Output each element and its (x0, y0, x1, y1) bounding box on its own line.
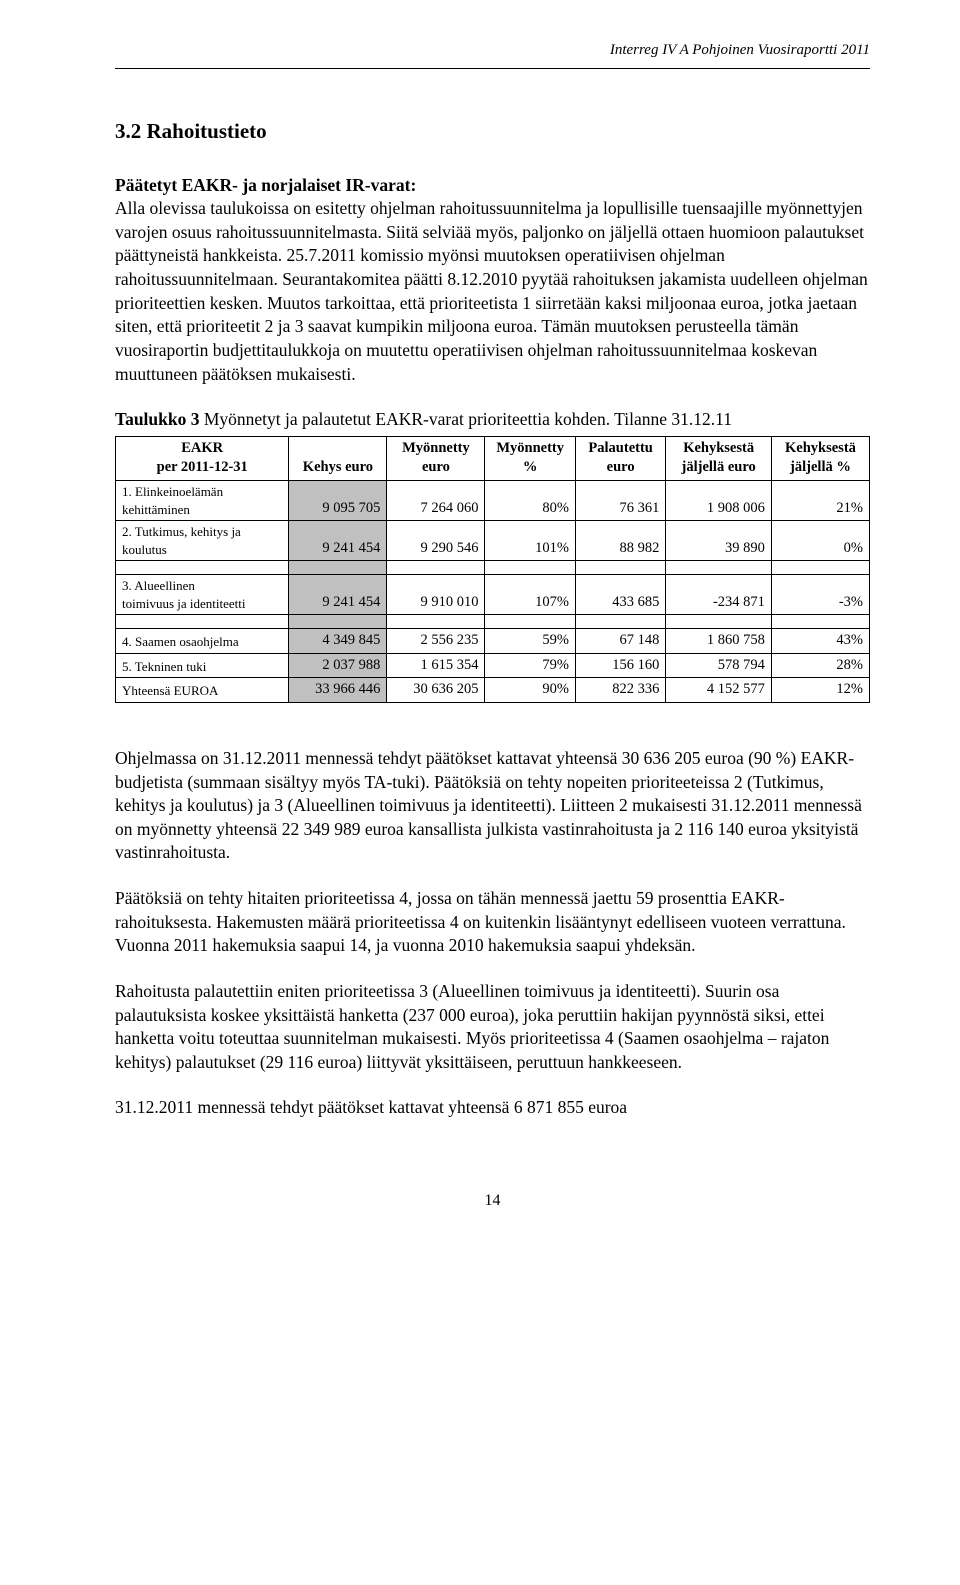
cell: 28% (771, 653, 869, 678)
cell: 90% (485, 678, 575, 703)
cell: 101% (485, 521, 575, 561)
cell: 2 037 988 (289, 653, 387, 678)
cell: 9 241 454 (289, 575, 387, 615)
th-jaljella-pct: Kehyksestäjäljellä % (771, 436, 869, 480)
cell: 21% (771, 480, 869, 520)
cell: 1 908 006 (666, 480, 772, 520)
para3: Päätöksiä on tehty hitaiten prioriteetis… (115, 887, 870, 958)
table-row: 5. Tekninen tuki 2 037 988 1 615 354 79%… (116, 653, 870, 678)
table-header-row: EAKRper 2011-12-31 Kehys euro Myönnettye… (116, 436, 870, 480)
cell: 39 890 (666, 521, 772, 561)
cell: 433 685 (575, 575, 665, 615)
cell: 9 241 454 (289, 521, 387, 561)
cell: 822 336 (575, 678, 665, 703)
table3-body: 1. Elinkeinoelämänkehittäminen 9 095 705… (116, 480, 870, 702)
cell: 4 152 577 (666, 678, 772, 703)
cell: 7 264 060 (387, 480, 485, 520)
cell: 9 290 546 (387, 521, 485, 561)
row-label: 3. Alueellinentoimivuus ja identiteetti (116, 575, 289, 615)
cell: -234 871 (666, 575, 772, 615)
lead-bold: Päätetyt EAKR- ja norjalaiset IR-varat: (115, 175, 416, 195)
cell: 88 982 (575, 521, 665, 561)
cell: 4 349 845 (289, 629, 387, 654)
th-myonnetty-euro: Myönnettyeuro (387, 436, 485, 480)
row-label: 2. Tutkimus, kehitys jakoulutus (116, 521, 289, 561)
th-palautettu: Palautettueuro (575, 436, 665, 480)
table3-caption-rest: Myönnetyt ja palautetut EAKR-varat prior… (199, 409, 732, 429)
cell: 30 636 205 (387, 678, 485, 703)
cell: 33 966 446 (289, 678, 387, 703)
spacer-row (116, 615, 870, 629)
running-header: Interreg IV A Pohjoinen Vuosiraportti 20… (115, 40, 870, 60)
cell: 9 910 010 (387, 575, 485, 615)
cell: -3% (771, 575, 869, 615)
table3-caption: Taulukko 3 Myönnetyt ja palautetut EAKR-… (115, 408, 870, 432)
cell: 79% (485, 653, 575, 678)
cell: 80% (485, 480, 575, 520)
cell: 156 160 (575, 653, 665, 678)
intro-paragraph: Päätetyt EAKR- ja norjalaiset IR-varat: … (115, 174, 870, 387)
cell: 76 361 (575, 480, 665, 520)
th-jaljella-euro: Kehyksestäjäljellä euro (666, 436, 772, 480)
row-label: Yhteensä EUROA (116, 678, 289, 703)
para4: Rahoitusta palautettiin eniten prioritee… (115, 980, 870, 1075)
cell: 9 095 705 (289, 480, 387, 520)
cell: 43% (771, 629, 869, 654)
cell: 59% (485, 629, 575, 654)
table-row: 2. Tutkimus, kehitys jakoulutus 9 241 45… (116, 521, 870, 561)
cell: 1 860 758 (666, 629, 772, 654)
cell: 12% (771, 678, 869, 703)
table-row: 4. Saamen osaohjelma 4 349 845 2 556 235… (116, 629, 870, 654)
table-row: 1. Elinkeinoelämänkehittäminen 9 095 705… (116, 480, 870, 520)
row-label: 4. Saamen osaohjelma (116, 629, 289, 654)
table-row: 3. Alueellinentoimivuus ja identiteetti … (116, 575, 870, 615)
para5: 31.12.2011 mennessä tehdyt päätökset kat… (115, 1096, 870, 1120)
spacer-row (116, 561, 870, 575)
cell: 2 556 235 (387, 629, 485, 654)
cell: 0% (771, 521, 869, 561)
page-number: 14 (115, 1190, 870, 1212)
row-label: 1. Elinkeinoelämänkehittäminen (116, 480, 289, 520)
th-kehys: Kehys euro (289, 436, 387, 480)
table3-caption-bold: Taulukko 3 (115, 409, 199, 429)
cell: 1 615 354 (387, 653, 485, 678)
para2: Ohjelmassa on 31.12.2011 mennessä tehdyt… (115, 747, 870, 865)
cell: 107% (485, 575, 575, 615)
cell: 67 148 (575, 629, 665, 654)
table3: EAKRper 2011-12-31 Kehys euro Myönnettye… (115, 436, 870, 703)
th-eakr: EAKRper 2011-12-31 (116, 436, 289, 480)
table-row-total: Yhteensä EUROA 33 966 446 30 636 205 90%… (116, 678, 870, 703)
para1-text: Alla olevissa taulukoissa on esitetty oh… (115, 198, 868, 383)
th-myonnetty-pct: Myönnetty% (485, 436, 575, 480)
section-heading: 3.2 Rahoitustieto (115, 117, 870, 145)
cell: 578 794 (666, 653, 772, 678)
header-separator (115, 68, 870, 69)
row-label: 5. Tekninen tuki (116, 653, 289, 678)
